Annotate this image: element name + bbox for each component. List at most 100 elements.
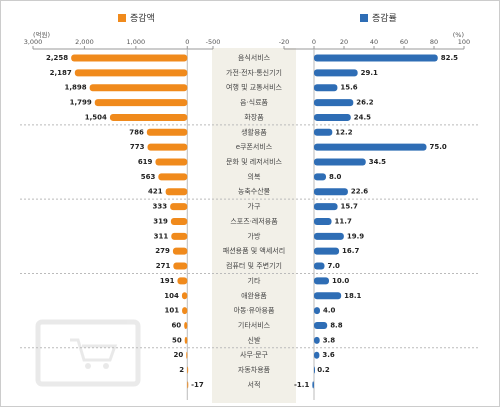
value-label: 75.0: [430, 143, 447, 151]
legend-swatch: [118, 14, 126, 22]
category-label: 신발: [248, 335, 261, 344]
value-label: 563: [141, 173, 156, 181]
x-tick-label: 3,000: [24, 38, 43, 46]
category-label: 의복: [248, 172, 261, 181]
bar: [165, 188, 188, 196]
value-label: 18.1: [344, 292, 361, 300]
bar: [187, 366, 189, 374]
category-label: 컴퓨터 및 주변기기: [226, 261, 282, 270]
bar: [89, 84, 188, 92]
category-label: 음·식료품: [240, 98, 269, 107]
category-label: 음식서비스: [238, 53, 271, 62]
bar: [314, 307, 320, 315]
value-label: 82.5: [441, 54, 458, 62]
bar: [71, 54, 188, 62]
category-label: 기타서비스: [238, 320, 271, 329]
category-label: 사무·문구: [240, 350, 269, 359]
x2-tick-label: 40: [370, 38, 378, 46]
category-label: 가방: [248, 231, 261, 240]
category-label: 애완용품: [241, 291, 267, 300]
value-label: 20: [174, 351, 184, 359]
bar: [171, 232, 188, 240]
value-label: 2: [179, 366, 184, 374]
bar: [314, 247, 340, 255]
bar: [314, 113, 351, 121]
value-label: -17: [191, 381, 204, 389]
category-label: 패션용품 및 액세서리: [223, 246, 285, 255]
value-label: 2,258: [46, 54, 68, 62]
value-label: 2,187: [50, 69, 72, 77]
value-label: 191: [160, 277, 175, 285]
x2-tick-label: 0: [312, 38, 316, 46]
value-label: 7.0: [328, 262, 341, 270]
x2-tick-label: 20: [340, 38, 348, 46]
value-label: 279: [155, 247, 170, 255]
value-label: 773: [130, 143, 145, 151]
value-label: 34.5: [369, 158, 386, 166]
legend-swatch: [360, 14, 368, 22]
category-band: [212, 48, 296, 403]
x-tick-label: -500: [206, 38, 221, 46]
x2-tick-label: 80: [430, 38, 438, 46]
bar: [146, 128, 188, 136]
bar: [314, 262, 325, 270]
bar: [173, 262, 188, 270]
bar: [314, 84, 338, 92]
bar: [158, 173, 188, 181]
value-label: 1,504: [85, 113, 107, 121]
value-label: 0.2: [317, 366, 330, 374]
value-label: 11.7: [335, 217, 352, 225]
bar: [170, 217, 188, 225]
bar: [314, 128, 333, 136]
legend-label: 증감률: [372, 12, 397, 24]
value-label: 15.7: [341, 203, 358, 211]
value-label: 8.0: [329, 173, 342, 181]
bar: [314, 336, 320, 344]
bar: [181, 292, 188, 300]
bar: [74, 69, 188, 77]
bar: [94, 99, 188, 107]
category-label: 농축수산물: [238, 187, 271, 196]
value-label: 22.6: [351, 188, 368, 196]
value-label: 1,799: [70, 99, 92, 107]
x-axis-label: (억원): [33, 30, 50, 39]
bar: [314, 277, 329, 285]
value-label: 26.2: [356, 99, 373, 107]
bar: [187, 381, 189, 389]
legend-label: 증감액: [130, 12, 155, 24]
value-label: 60: [171, 321, 181, 329]
value-label: 101: [164, 307, 179, 315]
value-label: 29.1: [361, 69, 378, 77]
bar: [314, 69, 358, 77]
x-tick-label: 0: [185, 38, 189, 46]
value-label: -1.1: [294, 381, 309, 389]
category-label: 서적: [248, 380, 261, 389]
category-label: 자동차용품: [238, 365, 271, 374]
value-label: 4.0: [323, 307, 336, 315]
value-label: 16.7: [342, 247, 359, 255]
value-label: 421: [148, 188, 163, 196]
category-label: 기타: [248, 276, 261, 285]
bar: [314, 321, 328, 329]
category-label: 가전·전자·통신기기: [226, 68, 282, 77]
category-label: 가구: [248, 202, 261, 211]
bar: [314, 203, 338, 211]
value-label: 319: [153, 217, 168, 225]
category-label: 여행 및 교통서비스: [226, 83, 283, 92]
bar: [314, 366, 315, 374]
bar: [184, 321, 188, 329]
category-label: 문화 및 레저서비스: [226, 157, 283, 166]
x2-tick-label: 60: [400, 38, 408, 46]
bar: [182, 307, 188, 315]
bar: [109, 113, 188, 121]
value-label: 1,898: [65, 84, 87, 92]
bar: [177, 277, 188, 285]
value-label: 10.0: [332, 277, 349, 285]
value-label: 311: [154, 232, 169, 240]
bar: [314, 99, 354, 107]
value-label: 12.2: [335, 128, 352, 136]
value-label: 619: [138, 158, 153, 166]
category-label: 아동·유아용품: [234, 306, 275, 315]
bar: [314, 292, 342, 300]
